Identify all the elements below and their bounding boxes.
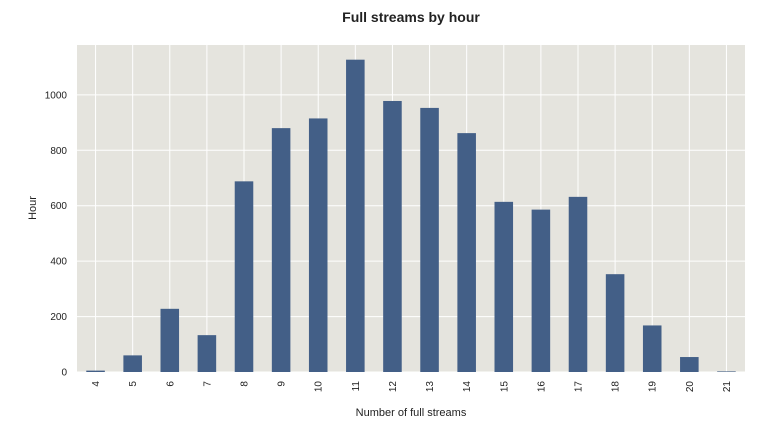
bar [197, 335, 217, 372]
bar [568, 196, 588, 372]
x-tick-label: 7 [202, 381, 213, 387]
bar [86, 370, 105, 372]
y-axis-label: Hour [27, 196, 39, 220]
plot-area [77, 45, 745, 372]
y-tick-label: 200 [50, 312, 67, 323]
x-tick-label: 15 [499, 381, 510, 393]
bar [642, 325, 662, 372]
chart-title: Full streams by hour [342, 9, 480, 25]
bar [160, 308, 180, 372]
x-tick-label: 8 [240, 381, 251, 387]
bar [123, 355, 142, 372]
y-tick-label: 800 [50, 146, 67, 157]
y-tick-label: 400 [50, 257, 67, 268]
bars [86, 59, 736, 373]
x-axis-ticks: 4 5 6 7 8 9 10 11 12 13 14 15 16 17 18 19 20 21 [91, 381, 733, 393]
x-tick-label: 20 [685, 381, 696, 393]
bar [494, 201, 514, 372]
x-tick-label: 6 [165, 381, 176, 387]
bar [271, 128, 291, 372]
x-tick-label: 13 [425, 381, 436, 393]
bar [680, 357, 699, 372]
bar [717, 371, 736, 372]
bar [308, 118, 328, 373]
x-tick-label: 19 [648, 381, 659, 393]
bar [457, 133, 476, 372]
bar [346, 59, 365, 372]
bar [531, 209, 551, 372]
x-tick-label: 4 [91, 381, 102, 387]
bar [420, 107, 439, 372]
x-tick-label: 9 [277, 381, 288, 387]
x-tick-label: 5 [128, 381, 139, 387]
bar [605, 274, 625, 372]
y-tick-label: 600 [50, 201, 67, 212]
bar [234, 181, 254, 372]
y-axis-ticks: 0 200 400 600 800 1000 [45, 90, 68, 378]
bar [383, 100, 402, 372]
x-tick-label: 16 [536, 381, 547, 393]
y-tick-label: 1000 [45, 90, 68, 101]
y-tick-label: 0 [61, 368, 67, 379]
x-tick-label: 10 [314, 381, 325, 393]
x-tick-label: 21 [722, 381, 733, 393]
x-tick-label: 17 [574, 381, 585, 393]
x-axis-label: Number of full streams [356, 407, 467, 419]
x-tick-label: 18 [611, 381, 622, 393]
x-tick-label: 12 [388, 381, 399, 393]
x-tick-label: 11 [351, 381, 362, 392]
x-tick-label: 14 [462, 381, 473, 393]
